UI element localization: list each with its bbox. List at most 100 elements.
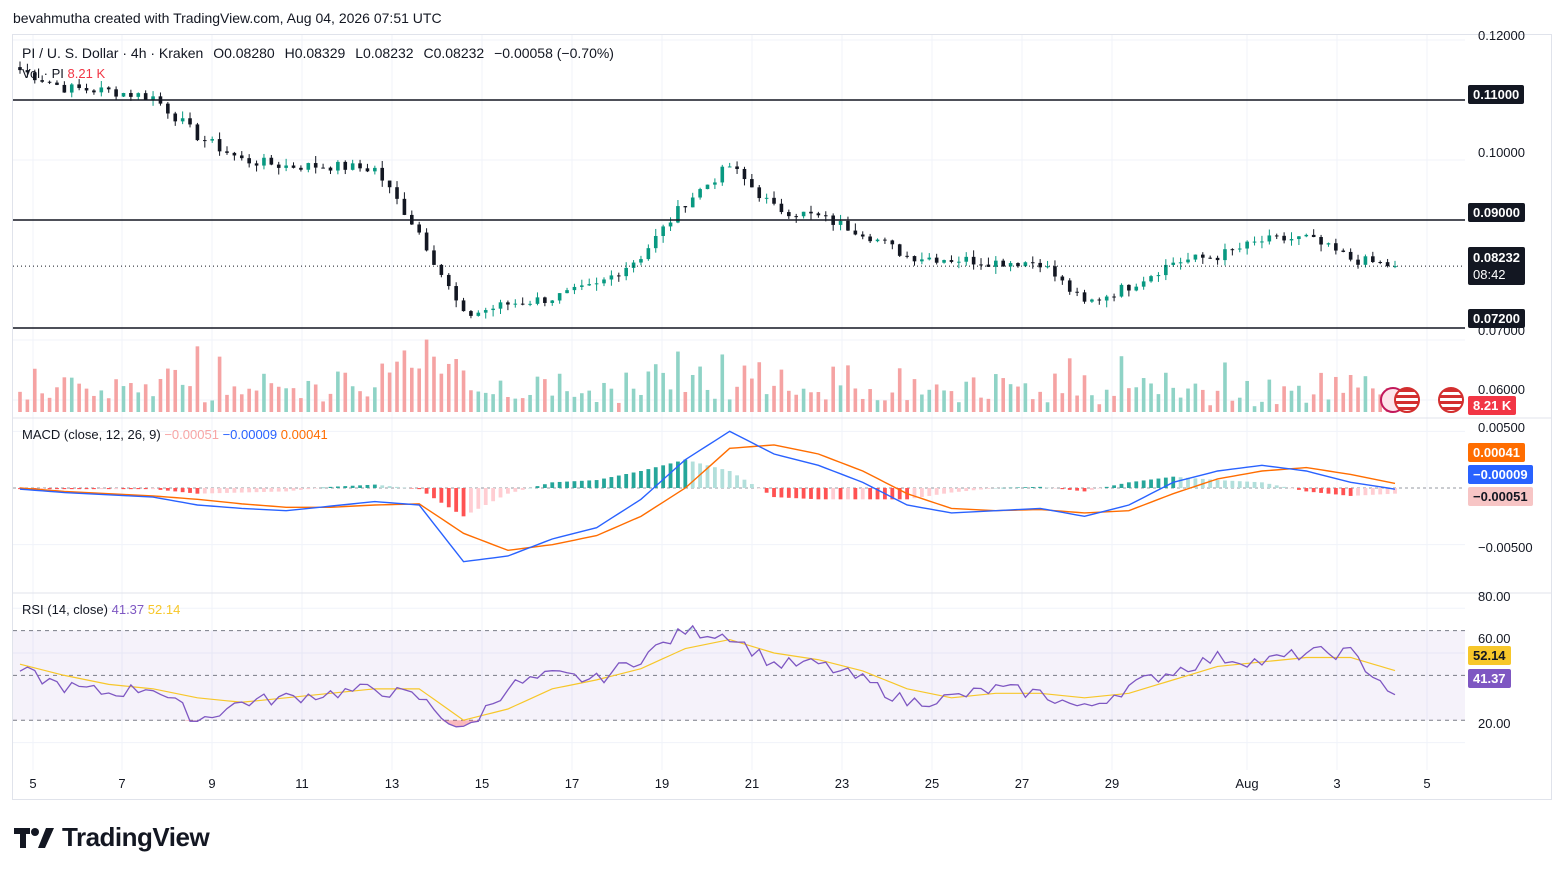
macd-histogram-bar [1156, 478, 1161, 488]
macd-histogram-bar [483, 488, 488, 505]
volume-bar [313, 384, 318, 412]
volume-bar [114, 379, 118, 412]
macd-histogram-bar [1237, 481, 1242, 488]
volume-bar [927, 389, 932, 412]
macd-histogram-bar [128, 488, 133, 490]
macd-histogram-bar [291, 488, 296, 491]
candle-body [979, 264, 983, 266]
rsi-label[interactable]: RSI (14, close) [22, 602, 108, 617]
macd-histogram-bar [1348, 488, 1353, 496]
volume-bar [1119, 356, 1124, 412]
macd-histogram-bar [92, 488, 96, 490]
volume-bar [986, 398, 991, 412]
macd-histogram-bar [1053, 488, 1057, 489]
volume-bar [690, 374, 695, 412]
candle-body [1193, 254, 1198, 260]
volume-bar [402, 350, 407, 412]
volume-bar [890, 392, 895, 412]
volume-bar [883, 400, 887, 412]
volume-bar [417, 368, 421, 412]
candle-body [1363, 256, 1368, 265]
macd-histogram-bar [1149, 479, 1153, 488]
macd-histogram-bar [868, 488, 873, 500]
volume-bar [284, 388, 288, 412]
candle-body [1341, 250, 1346, 252]
volume-label[interactable]: Vol · PI [22, 66, 64, 81]
date-tick: 15 [474, 776, 490, 791]
volume-bar [55, 387, 59, 412]
volume-bar [1104, 389, 1109, 412]
macd-label[interactable]: MACD (close, 12, 26, 9) [22, 427, 161, 442]
volume-bar [343, 372, 348, 412]
candle-body [971, 256, 976, 265]
macd-histogram-bar [158, 488, 163, 490]
symbol-label[interactable]: PI / U. S. Dollar · 4h · Kraken [22, 45, 204, 61]
candle-body [520, 303, 525, 305]
volume-bar [1245, 380, 1249, 412]
macd-histogram-bar [313, 488, 318, 489]
volume-bar [106, 398, 111, 412]
candle-body [1334, 243, 1338, 251]
volume-bar [816, 392, 821, 412]
candlesticks [13, 61, 1465, 319]
candle-body [1230, 249, 1235, 251]
candle-body [1038, 262, 1042, 268]
volume-bar [587, 390, 592, 412]
macd-histogram-bar [239, 488, 244, 493]
macd-histogram-bar [1134, 481, 1139, 488]
last-price: 0.08232 [1473, 250, 1520, 265]
candle-body [949, 260, 954, 262]
candle-body [1215, 257, 1220, 261]
candle-body [232, 152, 237, 156]
candle-body [602, 279, 606, 284]
us-flag-icon[interactable] [1438, 387, 1464, 413]
date-tick: 5 [29, 776, 37, 791]
volume-bar [254, 390, 259, 412]
candle-body [195, 124, 200, 141]
candle-body [905, 255, 909, 257]
candle-body [1060, 276, 1065, 281]
date-tick: 11 [295, 776, 309, 791]
macd-histogram-bar [491, 488, 496, 502]
macd-histogram-bar [417, 488, 422, 490]
macd-histogram-bar [136, 488, 141, 490]
candle-body [62, 84, 67, 93]
macd-histogram-bar [461, 488, 466, 517]
candle-body [1311, 234, 1316, 238]
price-tick-0.10: 0.10000 [1478, 145, 1525, 160]
volume-bar [528, 394, 532, 412]
volume-bar [971, 377, 976, 412]
volume-bar [158, 378, 163, 412]
candle-body [47, 81, 52, 83]
candle-body [646, 248, 651, 260]
volume-bar [557, 373, 562, 412]
candle-body [247, 158, 251, 164]
macd-histogram-bar [454, 488, 459, 512]
candle-body [683, 206, 688, 208]
candle-body [1289, 239, 1294, 241]
us-flag-icon[interactable] [1394, 387, 1420, 413]
volume-value-box: 8.21 K [1468, 396, 1517, 415]
candle-body [476, 312, 481, 316]
volume-bar [801, 388, 806, 412]
macd-histogram-bar [469, 488, 473, 513]
candle-body [846, 220, 850, 231]
volume-bar [1008, 384, 1013, 412]
macd-histogram-bar [446, 488, 451, 508]
macd-histogram-bar [565, 481, 569, 488]
volume-bar [698, 366, 702, 412]
volume-bar [609, 388, 614, 412]
volume-bar [143, 384, 148, 412]
candle-body [853, 230, 858, 235]
volume-bar [299, 398, 303, 412]
candle-body [1164, 264, 1168, 276]
candle-body [1245, 241, 1249, 249]
macd-histogram-bar [779, 488, 784, 498]
tradingview-logo[interactable]: TradingView [14, 822, 210, 853]
candle-body [203, 140, 207, 142]
rsi-ma-box: 52.14 [1468, 646, 1511, 665]
candle-body [1075, 291, 1079, 293]
candle-body [1200, 254, 1205, 258]
candle-body [964, 256, 969, 262]
